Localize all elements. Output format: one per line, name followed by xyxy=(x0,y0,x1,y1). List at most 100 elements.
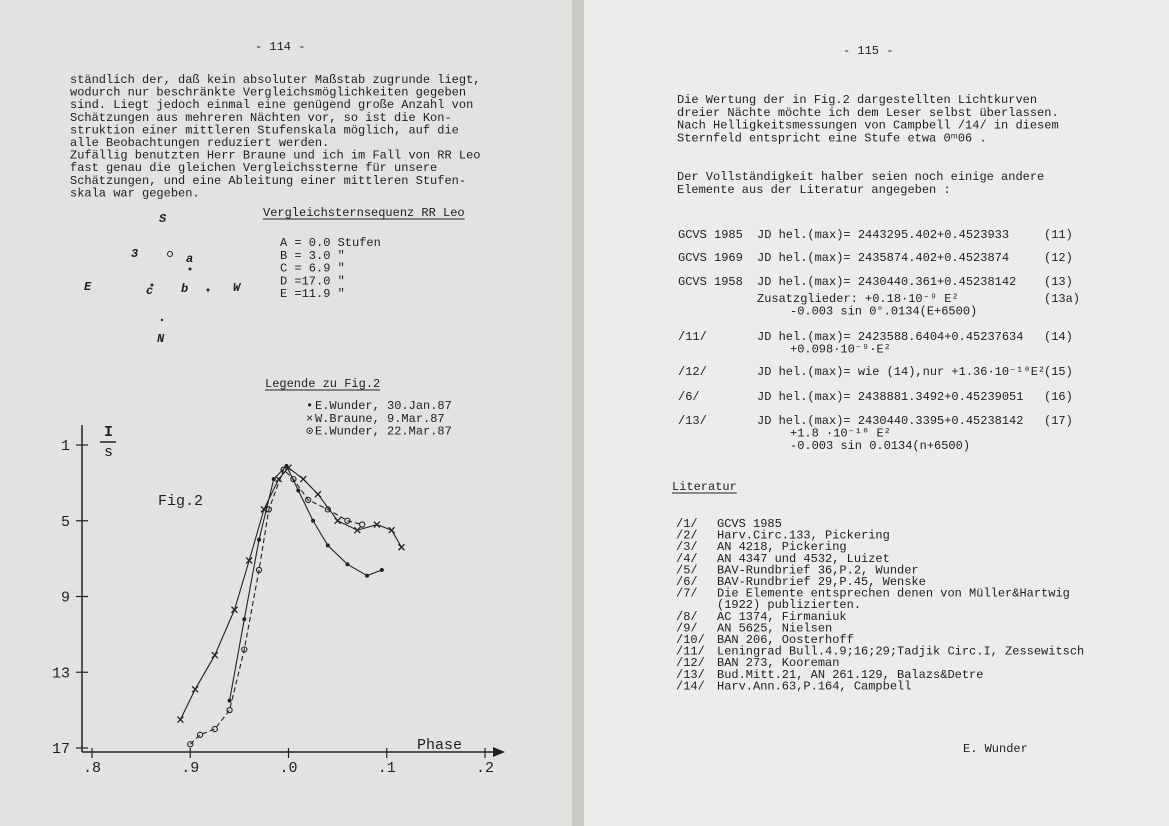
paragraph-line: Zufällig benutzten Herr Braune und ich i… xyxy=(70,149,480,163)
literature-ref: /1/ xyxy=(676,517,698,531)
paragraph-line: wodurch nur beschränkte Vergleichsmöglic… xyxy=(70,86,466,100)
literature-text: BAV-Rundbrief 29,P.45, Wenske xyxy=(717,575,926,589)
data-point xyxy=(231,606,238,614)
legend-entry: E.Wunder, 30.Jan.87 xyxy=(315,399,452,413)
element-formula: Zusatzglieder: +0.18·10⁻⁹ E² xyxy=(757,292,959,306)
figure-caption: Fig.2 xyxy=(158,493,203,510)
x-tick-label: .0 xyxy=(279,760,297,777)
star-label: N xyxy=(157,332,165,346)
literature-ref: /8/ xyxy=(676,610,698,624)
data-point xyxy=(257,537,262,542)
element-source: /13/ xyxy=(678,414,707,428)
literature-ref: /3/ xyxy=(676,540,698,554)
data-point xyxy=(280,466,287,473)
star-label: c xyxy=(146,284,153,298)
data-point xyxy=(241,646,248,653)
element-formula: JD hel.(max)= 2423588.6404+0.45237634 xyxy=(757,330,1023,344)
paragraph-line: Sternfeld entspricht eine Stufe etwa 0ᵐ0… xyxy=(677,131,987,145)
element-formula: JD hel.(max)= 2438881.3492+0.45239051 xyxy=(757,390,1023,404)
literature-ref: /14/ xyxy=(676,679,705,693)
literature-ref: /10/ xyxy=(676,633,705,647)
paragraph-line: skala war gegeben. xyxy=(70,186,200,200)
literature-ref: /13/ xyxy=(676,668,705,682)
literature-text: BAN 206, Oosterhoff xyxy=(717,633,854,647)
data-point xyxy=(344,517,351,524)
legend-entry: W.Braune, 9.Mar.87 xyxy=(315,412,445,426)
data-point xyxy=(242,617,247,622)
literature-ref: /7/ xyxy=(676,587,698,601)
data-point xyxy=(211,725,218,733)
sequence-row: D =17.0 " xyxy=(280,274,345,288)
element-number: (13a) xyxy=(1044,292,1080,306)
element-number: (11) xyxy=(1044,228,1073,242)
legend-entry: E.Wunder, 22.Mar.87 xyxy=(315,425,452,439)
paragraph-line: Die Wertung der in Fig.2 dargestellten L… xyxy=(677,93,1037,107)
star-label: S xyxy=(159,212,167,226)
element-source: /12/ xyxy=(678,365,707,379)
paragraph-line: Schätzungen, und eine Ableitung einer mi… xyxy=(70,174,466,188)
literature-text: AN 4347 und 4532, Luizet xyxy=(717,552,890,566)
data-point xyxy=(311,518,316,523)
paragraph-line: fast genau die gleichen Vergleichssterne… xyxy=(70,161,437,175)
element-formula: JD hel.(max)= 2430440.361+0.45238142 xyxy=(757,275,1016,289)
element-number: (15) xyxy=(1044,365,1073,379)
element-formula: +0.098·10⁻⁹·E² xyxy=(790,343,891,357)
page-number: - 114 - xyxy=(255,40,305,54)
element-formula: JD hel.(max)= wie (14),nur +1.36·10⁻¹⁰E² xyxy=(757,365,1045,379)
paragraph-line: Elemente aus der Literatur angegeben : xyxy=(677,183,951,197)
y-tick-label: 5 xyxy=(61,514,70,531)
star xyxy=(167,251,173,257)
data-point xyxy=(211,651,219,659)
legend-symbol: × xyxy=(306,412,313,426)
element-number: (14) xyxy=(1044,330,1073,344)
legend-symbol: • xyxy=(306,399,313,413)
data-point xyxy=(176,716,184,724)
literature-ref: /11/ xyxy=(676,645,705,659)
data-point xyxy=(373,521,381,528)
paragraph-line: Nach Helligkeitsmessungen von Campbell /… xyxy=(677,119,1059,133)
literature-text: Leningrad Bull.4.9;16;29;Tadjik Circ.I, … xyxy=(717,645,1084,659)
literature-text: Bud.Mitt.21, AN 261.129, Balazs&Detre xyxy=(717,668,983,682)
star-label: a xyxy=(186,252,193,266)
literature-text: AN 5625, Nielsen xyxy=(717,621,832,635)
data-point xyxy=(353,526,361,534)
literature-text: (1922) publizierten. xyxy=(717,598,861,612)
data-point xyxy=(271,477,276,482)
star xyxy=(206,288,210,292)
literature-text: BAN 273, Kooreman xyxy=(717,656,839,670)
data-point xyxy=(398,543,405,551)
signature: E. Wunder xyxy=(963,742,1028,756)
left-sheet xyxy=(0,0,580,826)
element-formula: +1.8 ·10⁻¹⁰ E² xyxy=(790,427,891,441)
section-title: Vergleichsternsequenz RR Leo xyxy=(263,206,465,220)
legend-symbol: ⊙ xyxy=(306,425,313,439)
paragraph-line: Der Vollständigkeit halber seien noch ei… xyxy=(677,170,1044,184)
data-point xyxy=(314,490,322,498)
y-axis-label: I xyxy=(104,424,113,441)
literature-text: GCVS 1985 xyxy=(717,517,782,531)
data-point xyxy=(304,496,312,504)
data-point xyxy=(388,526,396,534)
data-point xyxy=(379,567,384,572)
axis-arrow xyxy=(493,747,505,757)
element-source: GCVS 1969 xyxy=(678,251,743,265)
literature-text: BAV-Rundbrief 36,P.2, Wunder xyxy=(717,563,919,577)
element-number: (12) xyxy=(1044,251,1073,265)
y-tick-label: 13 xyxy=(52,665,70,682)
data-point xyxy=(345,562,350,567)
fold xyxy=(572,0,584,826)
data-point xyxy=(365,573,370,578)
element-source: GCVS 1958 xyxy=(678,275,743,289)
literature-text: Harv.Circ.133, Pickering xyxy=(717,529,890,543)
y-axis-label: s xyxy=(104,444,113,461)
data-point xyxy=(260,505,268,513)
literature-ref: /5/ xyxy=(676,563,698,577)
sequence-row: A = 0.0 Stufen xyxy=(280,236,381,250)
data-point xyxy=(196,731,204,738)
data-point xyxy=(191,685,199,693)
literature-ref: /4/ xyxy=(676,552,698,566)
literature-text: AC 1374, Firmaniuk xyxy=(717,610,847,624)
literature-text: Die Elemente entsprechen denen von Mülle… xyxy=(717,587,1070,601)
